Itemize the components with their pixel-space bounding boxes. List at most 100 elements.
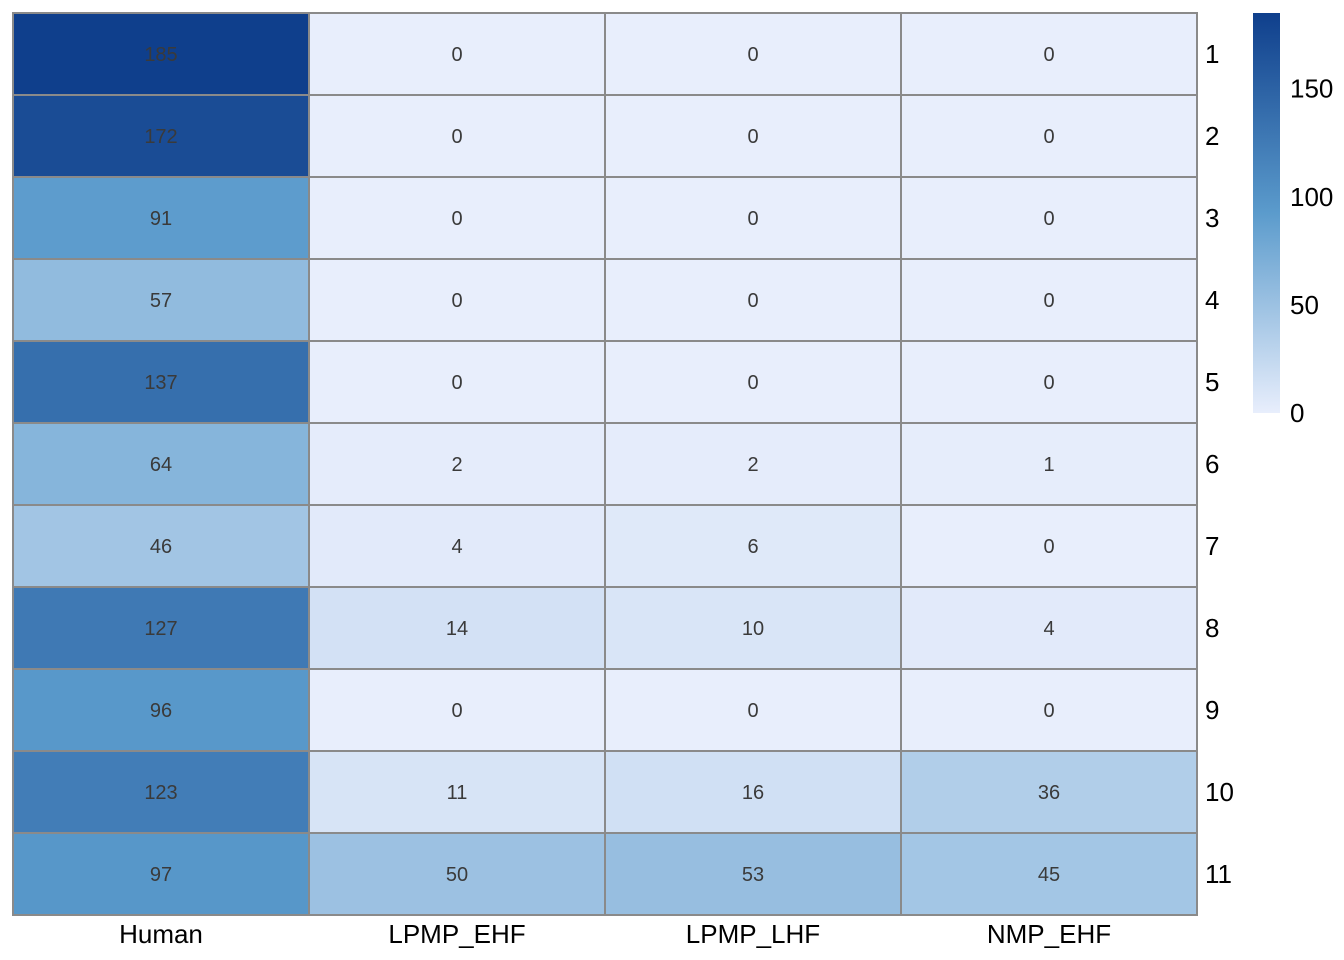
legend-tick-label: 100 — [1290, 182, 1333, 212]
cell-value-label: 0 — [747, 126, 758, 148]
heatmap-cell — [604, 750, 902, 834]
heatmap-cell — [308, 176, 606, 260]
cell-value-label: 185 — [144, 44, 177, 66]
cell-value-label: 0 — [747, 372, 758, 394]
heatmap-cell — [900, 94, 1198, 178]
heatmap-cell — [308, 94, 606, 178]
cell-value-label: 91 — [150, 208, 172, 230]
column-label: LPMP_EHF — [388, 919, 525, 949]
cell-value-label: 97 — [150, 864, 172, 886]
cell-value-label: 0 — [451, 44, 462, 66]
row-label: 11 — [1205, 859, 1232, 889]
heatmap-cell — [900, 668, 1198, 752]
legend-tick-label: 50 — [1290, 290, 1319, 320]
cell-value-label: 0 — [1043, 372, 1054, 394]
cell-value-label: 11 — [447, 782, 468, 804]
cell-value-label: 4 — [451, 536, 462, 558]
column-label: NMP_EHF — [987, 919, 1111, 949]
cell-value-label: 127 — [144, 618, 177, 640]
heatmap-cell — [308, 258, 606, 342]
legend-tick-label: 150 — [1290, 74, 1333, 104]
heatmap-cell — [308, 12, 606, 96]
heatmap-cells — [12, 12, 1198, 916]
row-label: 7 — [1205, 531, 1219, 561]
cell-value-label: 0 — [451, 208, 462, 230]
row-label: 10 — [1205, 777, 1234, 807]
cell-value-label: 0 — [451, 372, 462, 394]
cell-value-label: 137 — [144, 372, 177, 394]
cell-value-label: 0 — [451, 700, 462, 722]
heatmap-cell — [12, 12, 310, 96]
heatmap-cell — [604, 422, 902, 506]
cell-value-label: 0 — [747, 44, 758, 66]
row-label: 9 — [1205, 695, 1219, 725]
heatmap-cell — [900, 340, 1198, 424]
row-label: 6 — [1205, 449, 1219, 479]
row-label: 5 — [1205, 367, 1219, 397]
column-labels: Human LPMP_EHF LPMP_LHF NMP_EHF — [119, 919, 1111, 949]
cell-value-label: 0 — [1043, 290, 1054, 312]
heatmap-cell — [604, 12, 902, 96]
heatmap-cell — [900, 504, 1198, 588]
color-legend: 0 50 100 150 — [1253, 13, 1333, 428]
heatmap-cell — [604, 586, 902, 670]
cell-value-label: 53 — [742, 864, 764, 886]
cell-value-label: 172 — [144, 126, 177, 148]
heatmap-cell — [12, 586, 310, 670]
cell-value-label: 0 — [747, 290, 758, 312]
cell-value-label: 96 — [150, 700, 172, 722]
heatmap-cell — [12, 422, 310, 506]
heatmap-cell — [308, 832, 606, 916]
cell-value-label: 45 — [1038, 864, 1060, 886]
cell-value-label: 0 — [1043, 208, 1054, 230]
heatmap-cell — [12, 750, 310, 834]
heatmap-cell — [12, 504, 310, 588]
row-label: 3 — [1205, 203, 1219, 233]
cell-value-label: 50 — [446, 864, 468, 886]
cell-value-label: 64 — [150, 454, 172, 476]
cell-value-label: 123 — [144, 782, 177, 804]
cell-value-label: 2 — [747, 454, 758, 476]
cell-value-label: 0 — [747, 700, 758, 722]
cell-value-label: 36 — [1038, 782, 1060, 804]
row-labels: 1 2 3 4 5 6 7 8 9 10 11 — [1205, 39, 1234, 889]
row-label: 8 — [1205, 613, 1219, 643]
column-label: LPMP_LHF — [686, 919, 820, 949]
cell-value-label: 4 — [1043, 618, 1054, 640]
cell-value-label: 0 — [1043, 536, 1054, 558]
cell-value-label: 16 — [742, 782, 764, 804]
cell-value-label: 14 — [446, 618, 468, 640]
cell-value-label: 0 — [1043, 700, 1054, 722]
legend-color-bar — [1253, 13, 1280, 413]
cell-value-label: 0 — [451, 126, 462, 148]
heatmap-cell — [604, 832, 902, 916]
heatmap-cell — [604, 340, 902, 424]
cell-value-label: 46 — [150, 536, 172, 558]
legend-tick-label: 0 — [1290, 398, 1304, 428]
heatmap-cell — [900, 12, 1198, 96]
row-label: 1 — [1205, 39, 1219, 69]
heatmap-cell — [900, 832, 1198, 916]
column-label: Human — [119, 919, 203, 949]
heatmap-cell — [308, 422, 606, 506]
heatmap-cell — [12, 832, 310, 916]
cell-value-label: 57 — [150, 290, 172, 312]
cell-value-label: 0 — [1043, 126, 1054, 148]
heatmap-cell — [900, 750, 1198, 834]
heatmap-cell — [900, 422, 1198, 506]
cell-value-label: 6 — [747, 536, 758, 558]
cell-value-label: 1 — [1043, 454, 1054, 476]
heatmap-cell — [308, 750, 606, 834]
heatmap-cell — [604, 504, 902, 588]
row-label: 2 — [1205, 121, 1219, 151]
row-label: 4 — [1205, 285, 1219, 315]
cell-value-label: 0 — [747, 208, 758, 230]
heatmap-cell — [308, 340, 606, 424]
cell-value-label: 2 — [451, 454, 462, 476]
cell-value-label: 10 — [742, 618, 764, 640]
cell-value-label: 0 — [1043, 44, 1054, 66]
heatmap-cell — [900, 176, 1198, 260]
heatmap-cell — [900, 258, 1198, 342]
